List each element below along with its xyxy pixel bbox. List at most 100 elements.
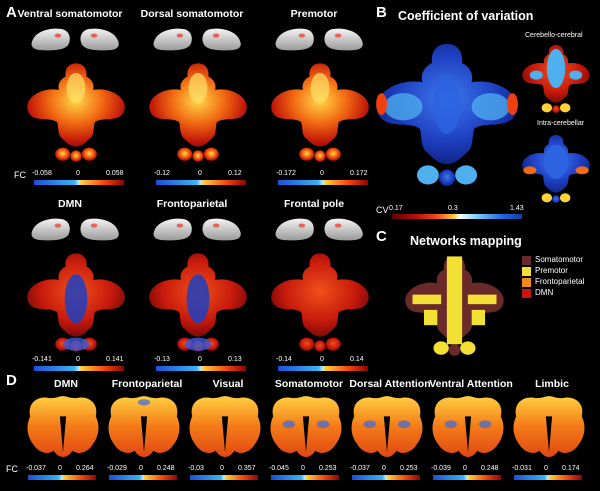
fc-colorbar-min: -0.039 xyxy=(431,465,451,472)
fc-colorbar-min: -0.058 xyxy=(32,170,52,177)
fc-colorbar-min: -0.037 xyxy=(350,465,370,472)
fc-colorbar-min: -0.029 xyxy=(107,465,127,472)
panel-a-fc-label: FC xyxy=(14,170,26,180)
cerebellum-fc-map xyxy=(271,253,369,352)
fc-colorbar-max: 0.253 xyxy=(400,465,418,472)
flatmap-title: Visual xyxy=(212,378,244,390)
fc-colorbar-min: -0.045 xyxy=(269,465,289,472)
fc-colorbar-min: -0.03 xyxy=(188,465,204,472)
legend-label: Frontoparietal xyxy=(535,277,585,286)
cv-main-map xyxy=(376,44,518,186)
cerebellum-fc-map xyxy=(27,253,125,352)
fc-colorbar-max: 0.357 xyxy=(238,465,256,472)
fc-colorbar-zero: 0 xyxy=(320,170,324,177)
fc-colorbar-min: -0.141 xyxy=(32,356,52,363)
cerebrum-surface-icon xyxy=(153,28,241,51)
fc-colorbar xyxy=(278,366,368,371)
fc-colorbar-zero: 0 xyxy=(382,465,386,472)
fc-colorbar xyxy=(109,475,177,480)
flatmap-title: Ventral Attention xyxy=(429,378,513,390)
cerebrum-surface-icon xyxy=(31,218,119,241)
fc-colorbar-max: 0.174 xyxy=(562,465,580,472)
fc-map-title: DMN xyxy=(58,198,82,210)
cv-sub-intra-cerebellar: Intra-cerebellar xyxy=(537,120,585,127)
fc-map-title: Ventral somatomotor xyxy=(17,8,123,20)
cerebrum-surface-icon xyxy=(275,218,363,241)
fc-colorbar-max: 0.141 xyxy=(106,356,124,363)
flatmap-title: Limbic xyxy=(535,378,569,390)
cerebrum-surface-icon xyxy=(275,28,363,51)
cerebellum-flatmap xyxy=(351,396,423,457)
panel-letter-b: B xyxy=(376,4,387,21)
fc-map-title: Frontoparietal xyxy=(156,198,228,210)
fc-colorbar-zero: 0 xyxy=(301,465,305,472)
fc-colorbar xyxy=(34,180,124,185)
cv-colorbar xyxy=(392,214,522,219)
fc-colorbar-min: -0.172 xyxy=(276,170,296,177)
fc-colorbar-min: -0.13 xyxy=(154,356,170,363)
fc-colorbar xyxy=(34,366,124,371)
fc-colorbar-max: 0.264 xyxy=(76,465,94,472)
legend-swatch xyxy=(522,278,531,287)
fc-colorbar-max: 0.253 xyxy=(319,465,337,472)
legend-label: Somatomotor xyxy=(535,255,584,264)
fc-colorbar-zero: 0 xyxy=(463,465,467,472)
fc-colorbar-max: 0.058 xyxy=(106,170,124,177)
fc-colorbar-zero: 0 xyxy=(76,170,80,177)
fc-colorbar xyxy=(190,475,258,480)
cv-colorbar-mid: 0.3 xyxy=(448,205,458,212)
cv-colorbar-max: 1.43 xyxy=(510,205,524,212)
panel-letter-c: C xyxy=(376,228,387,245)
fc-colorbar-max: 0.13 xyxy=(228,356,242,363)
fc-colorbar xyxy=(28,475,96,480)
legend-swatch xyxy=(522,256,531,265)
cerebellum-flatmap xyxy=(108,396,180,457)
panel-d-fc-label: FC xyxy=(6,464,18,474)
cerebrum-surface-icon xyxy=(153,218,241,241)
cv-title: Coefficient of variation xyxy=(398,9,534,23)
fc-colorbar-zero: 0 xyxy=(198,356,202,363)
fc-colorbar-max: 0.12 xyxy=(228,170,242,177)
fc-colorbar-min: -0.14 xyxy=(276,356,292,363)
cerebellum-flatmap xyxy=(432,396,504,457)
cerebellum-flatmap xyxy=(270,396,342,457)
fc-colorbar xyxy=(278,180,368,185)
fc-map-title: Dorsal somatomotor xyxy=(140,8,244,20)
cv-intra-cerebellar-map xyxy=(522,134,590,204)
fc-colorbar-min: -0.12 xyxy=(154,170,170,177)
flatmap-title: Frontoparietal xyxy=(111,378,183,390)
fc-colorbar-zero: 0 xyxy=(220,465,224,472)
cerebellum-flatmap xyxy=(513,396,585,457)
fc-colorbar-zero: 0 xyxy=(139,465,143,472)
cerebrum-surface-icon xyxy=(31,28,119,51)
fc-colorbar-min: -0.037 xyxy=(26,465,46,472)
legend-label: Premotor xyxy=(535,266,568,275)
flatmap-title: Dorsal Attention xyxy=(349,378,431,390)
flatmap-title: DMN xyxy=(54,378,78,390)
fc-colorbar xyxy=(514,475,582,480)
fc-colorbar-max: 0.172 xyxy=(350,170,368,177)
fc-colorbar-max: 0.248 xyxy=(481,465,499,472)
fc-colorbar xyxy=(156,366,246,371)
fc-colorbar-zero: 0 xyxy=(320,356,324,363)
cv-sub-cerebello-cerebral: Cerebello-cerebral xyxy=(525,32,583,39)
fc-colorbar xyxy=(156,180,246,185)
cerebellum-flatmap xyxy=(189,396,261,457)
fc-colorbar-max: 0.14 xyxy=(350,356,364,363)
fc-colorbar-zero: 0 xyxy=(58,465,62,472)
cv-colorbar-label: CV xyxy=(376,205,389,215)
fc-colorbar xyxy=(352,475,420,480)
networks-mapping-title: Networks mapping xyxy=(410,234,522,248)
fc-colorbar-zero: 0 xyxy=(198,170,202,177)
fc-colorbar-zero: 0 xyxy=(76,356,80,363)
legend-swatch xyxy=(522,267,531,276)
fc-colorbar-max: 0.248 xyxy=(157,465,175,472)
cv-colorbar-min: 0.17 xyxy=(389,205,403,212)
panel-letter-a: A xyxy=(6,4,17,21)
legend-swatch xyxy=(522,289,531,298)
networks-mapping-map xyxy=(405,256,504,356)
fc-colorbar xyxy=(433,475,501,480)
cerebellum-fc-map xyxy=(149,63,247,162)
cerebellum-fc-map xyxy=(271,63,369,162)
fc-colorbar xyxy=(271,475,339,480)
